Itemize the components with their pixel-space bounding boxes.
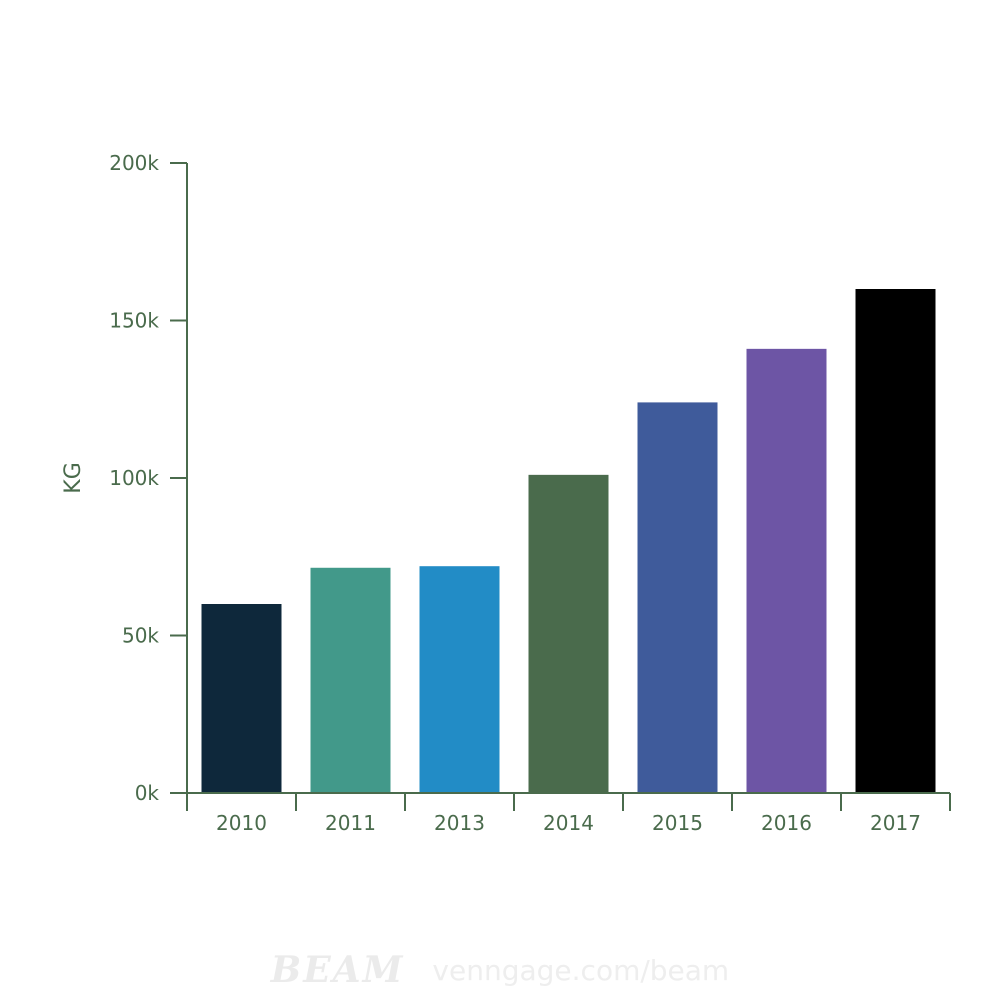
watermark-logo: BEAM [270, 949, 405, 991]
y-axis-title: KG [61, 462, 86, 493]
x-tick-label-2015: 2015 [652, 811, 703, 835]
watermark: BEAM venngage.com/beam [0, 948, 1000, 992]
x-tick-label-2010: 2010 [216, 811, 267, 835]
y-tick-label-3: 150k [109, 309, 159, 333]
x-tick-label-2011: 2011 [325, 811, 376, 835]
bars-group [201, 289, 936, 793]
y-tick-label-0: 0k [135, 781, 160, 805]
y-tick-label-4: 200k [109, 151, 159, 175]
bar-2011 [310, 567, 391, 793]
axes-group: 0k 50k 100k 150k 200k 2010 2011 2013 2014 2015 201… [109, 151, 951, 835]
bar-2016 [746, 348, 827, 793]
bar-2010 [201, 604, 282, 793]
x-tick-label-2017: 2017 [870, 811, 921, 835]
x-tick-label-2013: 2013 [434, 811, 485, 835]
bar-2013 [419, 566, 500, 793]
watermark-url: venngage.com/beam [432, 953, 730, 987]
bar-2015 [637, 402, 718, 793]
bar-2017 [855, 289, 936, 793]
bar-2014 [528, 474, 609, 793]
x-tick-label-2014: 2014 [543, 811, 594, 835]
y-tick-label-1: 50k [122, 624, 159, 648]
x-tick-label-2016: 2016 [761, 811, 812, 835]
y-tick-label-2: 100k [109, 466, 159, 490]
